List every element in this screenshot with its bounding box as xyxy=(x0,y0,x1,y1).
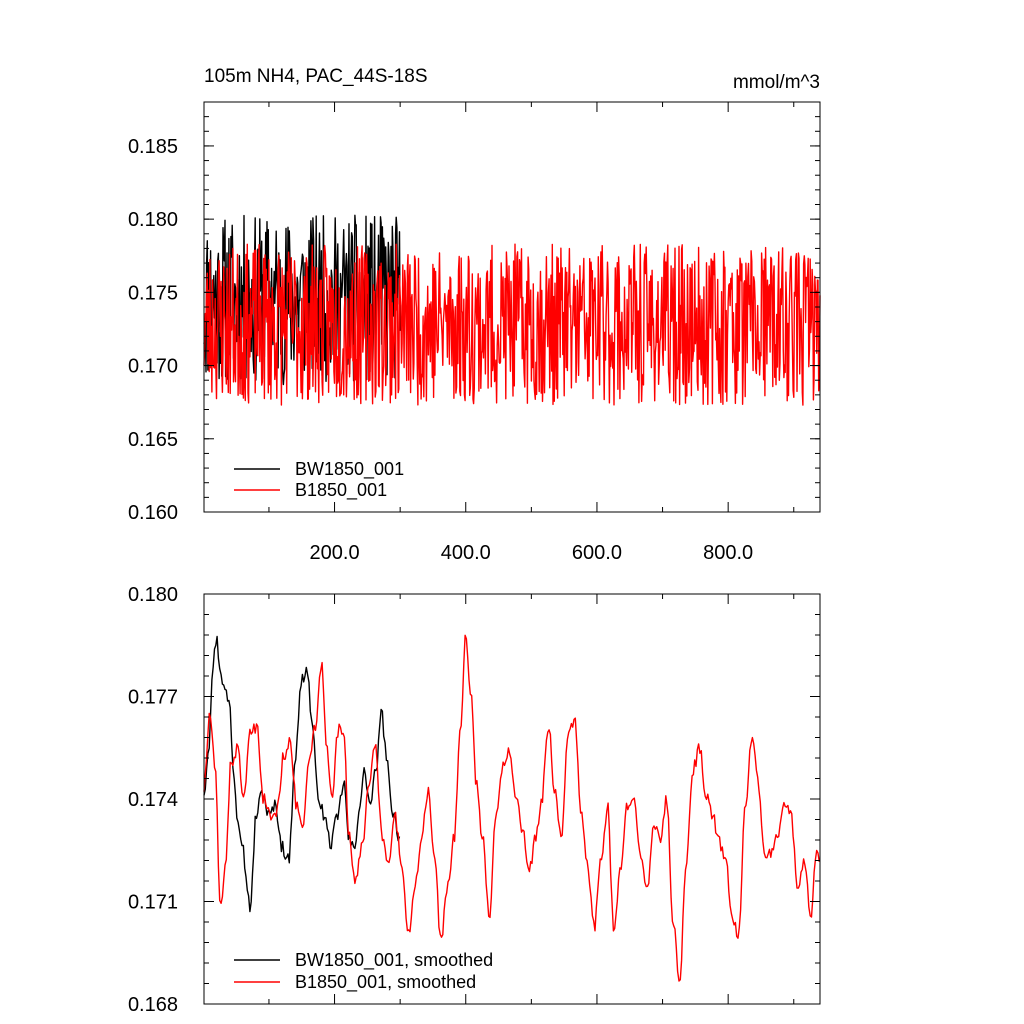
bottom-panel: 0.168 0.171 0.174 0.177 0.180 BW1850_001, sm… xyxy=(128,584,821,1016)
top-panel-series xyxy=(203,214,821,406)
legend-label-b1850-smoothed: B1850_001, smoothed xyxy=(295,972,476,993)
y-tick-label: 0.180 xyxy=(128,209,178,231)
y-tick-label: 0.180 xyxy=(128,584,178,606)
legend-label-bw1850: BW1850_001 xyxy=(295,459,404,480)
x-tick-label: 600.0 xyxy=(572,542,622,564)
top-panel-frame xyxy=(203,101,821,513)
top-panel: 105m NH4, PAC_44S-18S mmol/m^3 0.1600.16… xyxy=(128,66,821,564)
y-tick-label: 0.171 xyxy=(128,892,178,914)
y-tick-label: 0.165 xyxy=(128,429,178,451)
y-tick-label: 0.168 xyxy=(128,994,178,1016)
y-tick-label: 0.174 xyxy=(128,789,178,811)
bottom-panel-frame xyxy=(203,593,821,1005)
legend-label-b1850: B1850_001 xyxy=(295,480,387,501)
series-line-bw1850-001-smoothed xyxy=(203,635,401,913)
top-panel-axes: 0.160 0.165 0.170 0.175 0.180 0.185 200.0 400.0… xyxy=(128,101,820,564)
top-panel-title: 105m NH4, PAC_44S-18S xyxy=(204,66,428,87)
series-line-b1850-001 xyxy=(203,243,821,406)
x-tick-label: 400.0 xyxy=(441,542,491,564)
y-tick-label: 0.185 xyxy=(128,136,178,158)
bottom-panel-series xyxy=(203,634,820,982)
y-tick-label: 0.160 xyxy=(128,502,178,524)
top-panel-legend: BW1850_001 B1850_001 xyxy=(234,459,404,501)
top-panel-units: mmol/m^3 xyxy=(733,72,820,93)
series-line-b1850-001-smoothed xyxy=(203,634,820,982)
y-tick-label: 0.170 xyxy=(128,356,178,378)
x-tick-label: 800.0 xyxy=(703,542,753,564)
y-tick-label: 0.175 xyxy=(128,282,178,304)
x-tick-label: 200.0 xyxy=(310,542,360,564)
bottom-panel-axes: 0.168 0.171 0.174 0.177 0.180 xyxy=(128,584,820,1016)
legend-label-bw1850-smoothed: BW1850_001, smoothed xyxy=(295,950,493,971)
y-tick-label: 0.177 xyxy=(128,687,178,709)
bottom-panel-legend: BW1850_001, smoothed B1850_001, smoothed xyxy=(234,950,493,993)
